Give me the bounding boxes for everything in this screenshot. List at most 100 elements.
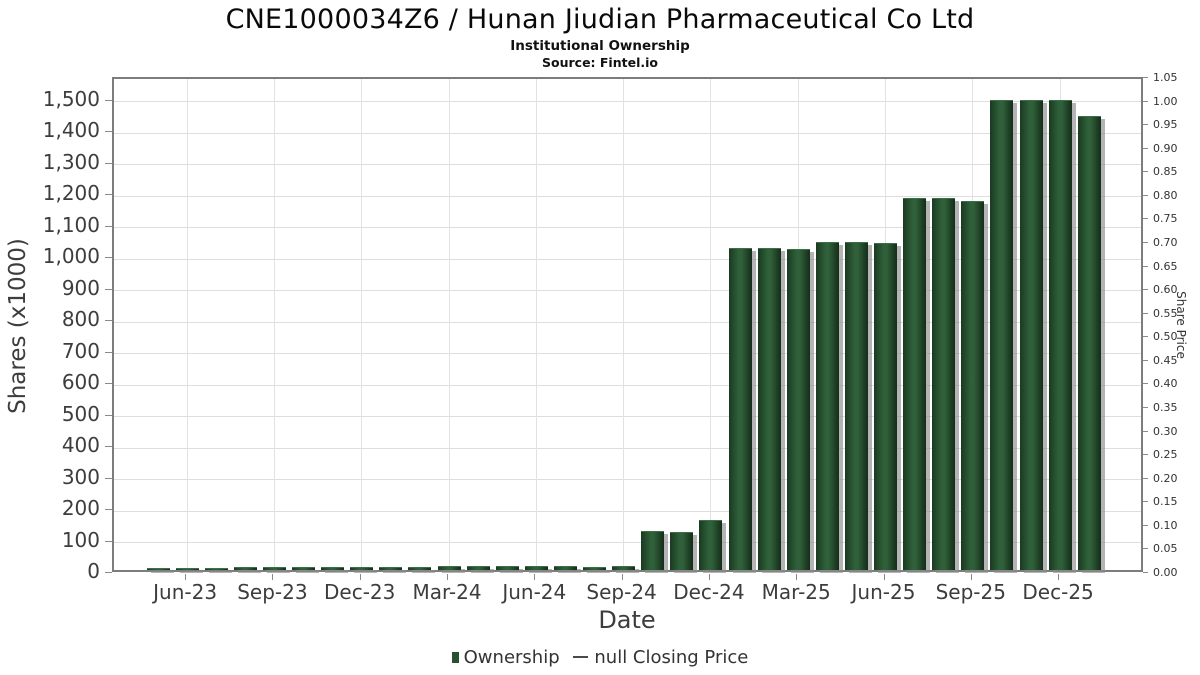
ownership-bar xyxy=(379,567,403,570)
ownership-bar xyxy=(815,242,839,570)
y-axis-tick xyxy=(105,477,112,479)
ownership-bar xyxy=(321,567,345,570)
ownership-bar xyxy=(699,519,723,570)
right-axis-label: 0.20 xyxy=(1153,471,1178,485)
y-axis-tick xyxy=(105,288,112,290)
y-axis-label: 900 xyxy=(61,275,100,300)
x-axis-tick xyxy=(447,574,448,580)
v-gridline xyxy=(623,79,625,570)
right-axis-tick xyxy=(1143,548,1148,550)
y-axis-label: 500 xyxy=(61,401,100,426)
right-axis-label: 0.90 xyxy=(1153,141,1178,155)
h-gridline xyxy=(114,321,1141,323)
ownership-bar xyxy=(233,567,257,570)
right-axis-label: 0.95 xyxy=(1153,118,1178,132)
h-gridline xyxy=(114,101,1141,102)
ownership-bar xyxy=(1048,100,1072,570)
right-axis-tick xyxy=(1143,194,1148,196)
ownership-bar xyxy=(903,198,927,570)
right-axis-label: 1.00 xyxy=(1153,94,1178,108)
right-axis-label: 0.75 xyxy=(1153,212,1178,226)
ownership-bar xyxy=(204,567,228,570)
legend-price-label: null Closing Price xyxy=(594,646,749,668)
legend-item-price: null Closing Price xyxy=(573,647,748,668)
ownership-bar xyxy=(874,243,897,570)
right-axis-label: 0.60 xyxy=(1153,283,1178,297)
h-gridline xyxy=(114,164,1141,165)
h-gridline xyxy=(114,510,1141,512)
x-axis-tick xyxy=(272,574,274,580)
ownership-bar xyxy=(757,248,781,570)
ownership-bar xyxy=(932,198,956,570)
y-axis-label: 1,100 xyxy=(42,212,100,237)
y-axis-label: 1,000 xyxy=(42,244,100,268)
x-axis-label: Mar-25 xyxy=(761,580,831,604)
y-axis-label: 0 xyxy=(87,559,100,583)
right-axis-tick xyxy=(1143,359,1148,361)
right-axis-tick xyxy=(1143,171,1148,173)
y-axis-label: 700 xyxy=(61,338,100,363)
right-axis-label: 0.35 xyxy=(1153,401,1178,414)
legend: Ownership null Closing Price xyxy=(0,646,1200,668)
y-axis-tick xyxy=(105,446,112,447)
ownership-bar xyxy=(990,100,1014,570)
right-axis-tick xyxy=(1143,430,1148,432)
right-axis-label: 0.00 xyxy=(1153,566,1178,579)
y-axis-tick xyxy=(105,131,112,132)
y-axis-label: 100 xyxy=(61,527,100,552)
right-axis-tick xyxy=(1143,524,1148,526)
chart-source: Source: Fintel.io xyxy=(542,55,658,70)
v-gridline xyxy=(186,79,188,570)
h-gridline xyxy=(114,447,1141,449)
ownership-bar xyxy=(670,531,694,570)
y-axis-tick xyxy=(105,225,112,227)
ownership-bar xyxy=(292,567,315,570)
y-axis-label: 1,400 xyxy=(42,118,100,142)
right-axis-label: 0.50 xyxy=(1153,330,1178,344)
right-axis-label: 0.70 xyxy=(1153,236,1178,249)
y-axis-tick xyxy=(105,572,112,573)
right-axis-label: 0.30 xyxy=(1153,424,1178,438)
h-gridline xyxy=(114,353,1141,354)
ownership-bar xyxy=(524,565,548,570)
x-axis-tick xyxy=(185,574,187,580)
right-axis-label: 0.45 xyxy=(1153,353,1178,367)
x-axis-label: Jun-23 xyxy=(153,580,218,604)
y-axis-tick xyxy=(105,257,112,258)
right-axis-tick xyxy=(1143,77,1148,78)
right-axis-tick xyxy=(1143,383,1148,385)
right-axis-tick xyxy=(1143,312,1148,314)
chart-title: CNE1000034Z6 / Hunan Jiudian Pharmaceuti… xyxy=(225,4,975,35)
right-axis-label: 0.85 xyxy=(1153,165,1178,179)
y-axis-tick xyxy=(105,540,112,542)
x-axis-tick xyxy=(708,574,710,580)
x-axis-label: Jun-25 xyxy=(851,580,916,604)
ownership-bar xyxy=(612,565,636,570)
ownership-bar xyxy=(437,565,461,570)
ownership-bar xyxy=(844,242,868,570)
x-axis-label: Mar-24 xyxy=(412,580,482,604)
ownership-bar xyxy=(175,567,199,570)
right-axis-tick xyxy=(1143,454,1148,456)
h-gridline xyxy=(114,384,1141,386)
x-axis-tick xyxy=(883,574,885,580)
ownership-bar xyxy=(1077,116,1101,570)
x-axis-tick xyxy=(621,574,623,580)
y-axis-tick xyxy=(105,414,112,416)
ownership-bar xyxy=(728,248,752,570)
ownership-bar xyxy=(146,567,170,570)
y-axis-label: 400 xyxy=(61,433,100,457)
h-gridline xyxy=(114,258,1141,260)
x-axis-label: Dec-23 xyxy=(324,580,396,604)
y-axis-tick xyxy=(105,99,112,101)
y-axis-tick xyxy=(105,509,112,510)
ownership-bar xyxy=(553,566,577,570)
x-axis-label: Jun-24 xyxy=(502,580,567,604)
ownership-bar xyxy=(350,567,374,570)
right-axis-tick xyxy=(1143,147,1148,149)
right-axis-label: 0.25 xyxy=(1153,448,1178,462)
ownership-bar xyxy=(262,567,286,570)
right-axis-label: 0.05 xyxy=(1153,542,1178,556)
ownership-swatch-icon xyxy=(451,651,459,663)
